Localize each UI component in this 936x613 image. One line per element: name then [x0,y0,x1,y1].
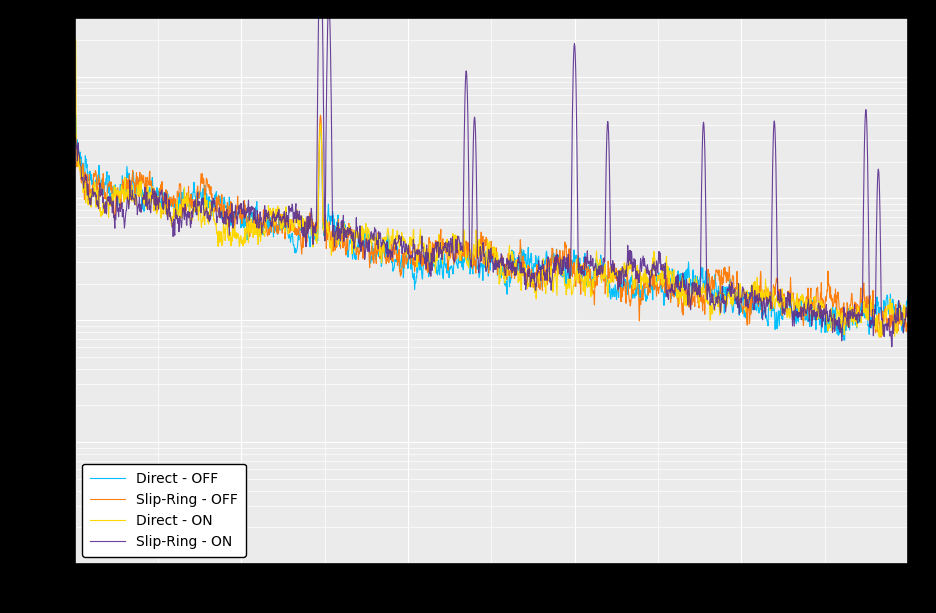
Direct - ON [879,317,890,324]
Direct - ON [475,240,486,248]
Slip-Ring - OFF [875,333,886,341]
Direct - OFF [878,297,889,304]
Direct - OFF [902,291,914,299]
Slip-Ring - OFF [879,317,890,324]
Slip-Ring - ON [453,233,464,240]
Direct - OFF [839,337,850,344]
Slip-Ring - ON [879,333,890,340]
Slip-Ring - ON [886,343,898,351]
Direct - ON [874,333,885,341]
Slip-Ring - ON [725,291,737,298]
Direct - OFF [879,300,890,307]
Direct - OFF [475,262,486,269]
Line: Direct - ON: Direct - ON [76,40,908,337]
Direct - ON [725,300,737,308]
Slip-Ring - OFF [314,112,326,119]
Slip-Ring - ON [878,321,889,329]
Direct - OFF [112,197,124,204]
Line: Slip-Ring - ON: Slip-Ring - ON [76,0,908,347]
Slip-Ring - ON [475,257,487,265]
Direct - OFF [725,280,737,287]
Direct - ON [902,316,914,323]
Legend: Direct - OFF, Slip-Ring - OFF, Direct - ON, Slip-Ring - ON: Direct - OFF, Slip-Ring - OFF, Direct - … [81,463,246,557]
Slip-Ring - ON [112,204,124,211]
Slip-Ring - OFF [725,279,737,286]
Slip-Ring - ON [902,308,914,315]
Slip-Ring - OFF [879,305,890,313]
Line: Direct - OFF: Direct - OFF [76,116,908,340]
Slip-Ring - OFF [453,246,464,253]
Direct - ON [112,186,124,194]
Direct - ON [878,321,889,329]
Direct - OFF [453,256,464,263]
Slip-Ring - OFF [902,323,914,330]
Direct - ON [453,245,464,252]
Slip-Ring - OFF [112,189,124,196]
Slip-Ring - OFF [475,237,487,244]
Slip-Ring - OFF [70,131,81,138]
Direct - OFF [70,112,81,120]
Line: Slip-Ring - OFF: Slip-Ring - OFF [76,115,908,337]
Direct - ON [70,36,81,44]
Slip-Ring - ON [70,135,81,142]
